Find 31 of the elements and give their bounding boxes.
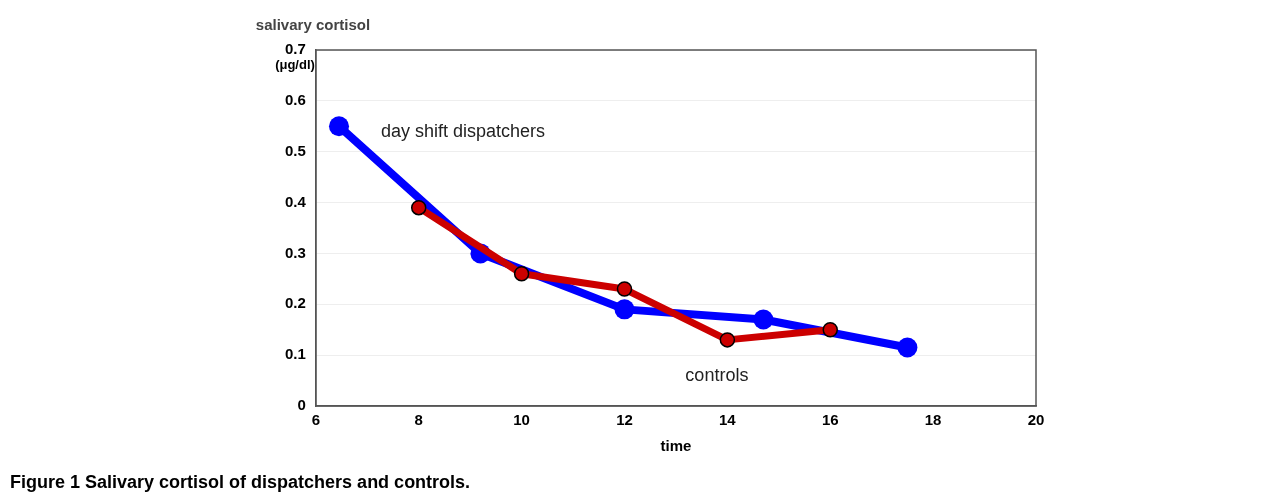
series-label: day shift dispatchers [381, 121, 546, 142]
y-tick-label: 0.7 [284, 40, 306, 58]
series-label: controls [685, 364, 749, 385]
x-tick-label: 18 [924, 411, 942, 429]
x-tick-label: 12 [616, 411, 633, 429]
x-tick-label: 14 [719, 411, 737, 429]
y-tick-label: 0.5 [284, 141, 306, 159]
point [614, 299, 635, 320]
point [513, 266, 530, 282]
x-tick-label: 6 [311, 411, 321, 429]
y-tick-label: 0.2 [284, 294, 306, 312]
point [897, 337, 918, 358]
point [753, 309, 774, 330]
x-tick-label: 10 [513, 411, 530, 429]
point [329, 116, 349, 137]
y-tick-label: 0 [297, 396, 306, 414]
x-tick-label: 20 [1027, 411, 1045, 429]
point [719, 332, 736, 348]
y-axis-title: salivary cortisol [255, 16, 371, 34]
x-axis-title: time [660, 437, 692, 455]
caption: Figure 1 Salivary cortisol of dispatchers and controls. [10, 471, 471, 492]
x-tick-label: 16 [821, 411, 839, 429]
point [822, 321, 838, 338]
x-tick-label: 8 [414, 411, 423, 429]
point [410, 199, 427, 216]
y-tick-label: 0.6 [284, 91, 306, 108]
text: (μg/dl) [275, 57, 315, 73]
point [616, 281, 633, 297]
y-tick-label: 0.4 [284, 192, 307, 210]
y-tick-label: 0.3 [284, 243, 306, 261]
y-tick-label: 0.1 [284, 345, 306, 363]
